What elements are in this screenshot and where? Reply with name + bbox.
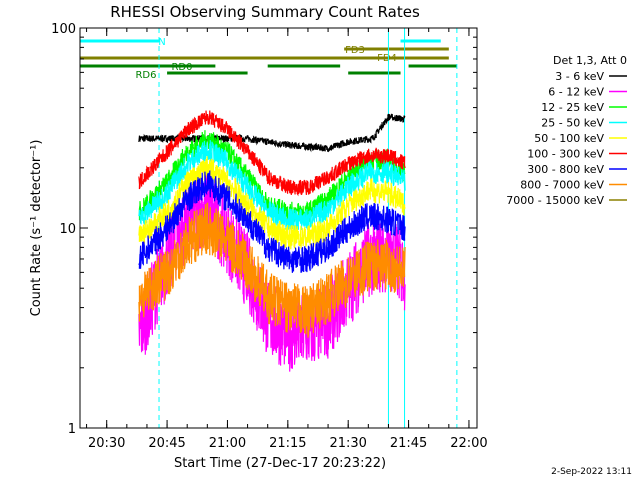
series-line-3 [138,140,406,231]
x-tick-label: 21:45 [390,436,427,451]
status-label-rd0: RD0 [171,62,192,73]
x-tick-label: 20:30 [88,436,125,451]
legend-label: 300 - 800 keV [527,163,604,176]
y-axis-label: Count Rate (s⁻¹ detector⁻¹) [29,140,44,317]
chart-title: RHESSI Observing Summary Count Rates [110,3,420,21]
series-line-7 [138,202,406,338]
series-line-5 [138,110,406,197]
axes: 20:30 20:45 21:00 21:15 21:30 21:45 22:00 1 10 10… [51,22,488,451]
legend-label: 25 - 50 keV [541,117,604,130]
series-line-6 [138,170,406,273]
x-tick-label: 22:00 [450,436,487,451]
status-label-n: N [158,37,165,48]
x-tick-label: 21:15 [269,436,306,451]
legend-label: 3 - 6 keV [555,70,604,83]
x-tick-label: 21:00 [209,436,246,451]
y-tick-label: 10 [59,222,76,237]
legend-header: Det 1,3, Att 0 [553,54,627,67]
legend: Det 1,3, Att 0 3 - 6 keV 6 - 12 keV 12 - 2… [506,54,627,207]
series-line-0 [138,113,406,153]
status-bars: N FD3 FD4 RD0 RD6 [80,37,457,81]
x-tick-label: 20:45 [148,436,185,451]
y-tick-label: 1 [68,422,76,437]
legend-label: 12 - 25 keV [541,101,604,114]
legend-label: 100 - 300 keV [527,148,604,161]
legend-label: 6 - 12 keV [548,86,604,99]
x-axis-label: Start Time (27-Dec-17 20:23:22) [174,456,386,471]
status-label-fd3: FD3 [345,45,365,56]
legend-label: 7000 - 15000 keV [506,194,604,207]
status-label-fd4: FD4 [377,53,397,64]
series-layer [138,110,406,372]
legend-label: 800 - 7000 keV [520,179,604,192]
footer-date: 2-Sep-2022 13:11 [551,467,632,477]
y-tick-label: 100 [51,22,76,37]
legend-label: 50 - 100 keV [534,132,604,145]
status-label-rd6: RD6 [135,70,156,81]
x-tick-label: 21:30 [329,436,366,451]
